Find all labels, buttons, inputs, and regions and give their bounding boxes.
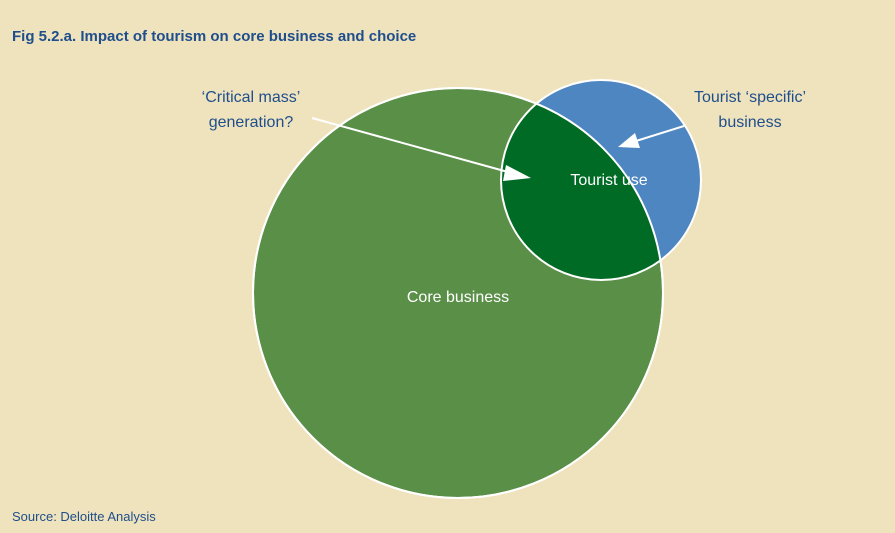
critical-mass-label-line2: generation? xyxy=(209,114,294,131)
tourist-specific-arrow-line xyxy=(635,125,685,142)
critical-mass-label-line1: ‘Critical mass’ xyxy=(202,89,301,106)
critical-mass-arrow-line xyxy=(311,117,509,173)
core-business-outline xyxy=(252,87,664,499)
tourist-specific-arrowhead xyxy=(618,133,640,148)
figure-title: Fig 5.2.a. Impact of tourism on core bus… xyxy=(12,28,417,45)
source-note: Source: Deloitte Analysis xyxy=(12,509,156,524)
tourist-circle-outline xyxy=(500,79,702,281)
tourist-specific-label-line2: business xyxy=(718,114,781,131)
tourist-use-label: Tourist use xyxy=(570,172,647,189)
tourist-specific-label-line1: Tourist ‘specific’ xyxy=(694,89,806,106)
critical-mass-arrowhead xyxy=(503,165,531,181)
core-business-label: Core business xyxy=(407,289,509,306)
